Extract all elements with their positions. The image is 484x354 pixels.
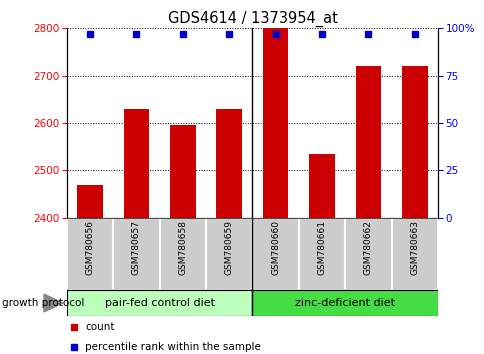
Bar [391, 218, 437, 290]
Bar [298, 218, 345, 290]
Bar [216, 109, 242, 218]
Bar [345, 218, 391, 290]
Bar [113, 218, 159, 290]
Text: zinc-deficient diet: zinc-deficient diet [295, 298, 394, 308]
Text: count: count [85, 322, 115, 332]
Text: GSM780663: GSM780663 [409, 220, 418, 275]
Bar [77, 184, 103, 218]
Polygon shape [44, 294, 63, 312]
Text: pair-fed control diet: pair-fed control diet [105, 298, 214, 308]
Bar [170, 125, 195, 218]
Bar [67, 218, 113, 290]
Text: GSM780656: GSM780656 [86, 220, 94, 275]
Text: GSM780661: GSM780661 [317, 220, 326, 275]
Bar [355, 66, 380, 218]
Bar [123, 109, 149, 218]
Text: growth protocol: growth protocol [2, 298, 85, 308]
Title: GDS4614 / 1373954_at: GDS4614 / 1373954_at [167, 11, 337, 27]
Bar [401, 66, 426, 218]
Bar [67, 290, 252, 316]
Text: GSM780662: GSM780662 [363, 220, 372, 275]
Bar [252, 290, 437, 316]
Bar [262, 28, 288, 218]
Text: GSM780659: GSM780659 [224, 220, 233, 275]
Text: percentile rank within the sample: percentile rank within the sample [85, 342, 261, 352]
Text: GSM780658: GSM780658 [178, 220, 187, 275]
Bar [206, 218, 252, 290]
Text: GSM780657: GSM780657 [132, 220, 141, 275]
Bar [309, 154, 334, 218]
Bar [252, 218, 298, 290]
Bar [159, 218, 206, 290]
Text: GSM780660: GSM780660 [271, 220, 280, 275]
